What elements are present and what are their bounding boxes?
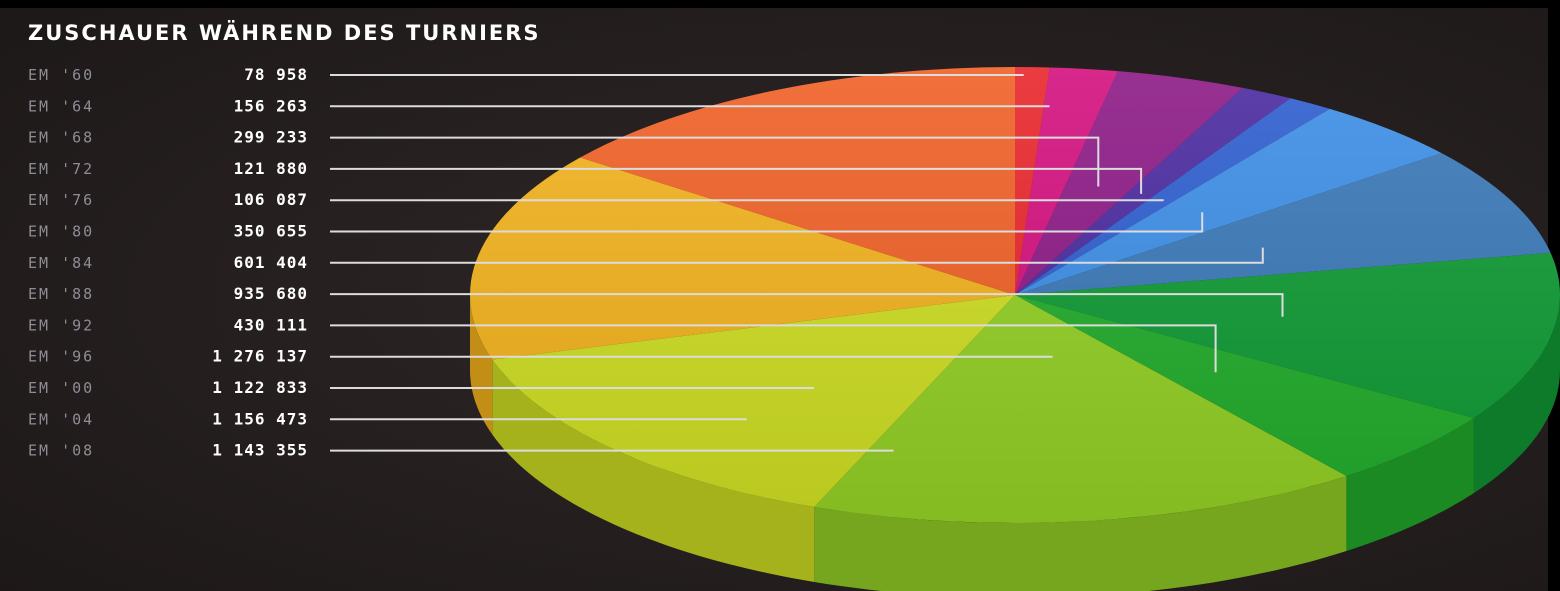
legend-label-4: EM '76 [28, 191, 94, 209]
legend-label-9: EM '96 [28, 348, 94, 366]
pie-side-10 [492, 359, 815, 582]
legend-label-12: EM '08 [28, 442, 94, 460]
legend-value-3: 121 880 [234, 159, 308, 178]
legend-value-8: 430 111 [234, 315, 308, 334]
legend-value-10: 1 122 833 [212, 378, 308, 397]
legend-value-1: 156 263 [234, 96, 308, 115]
legend-label-5: EM '80 [28, 223, 94, 241]
legend-label-2: EM '68 [28, 129, 94, 147]
leader-lines [330, 74, 1284, 452]
legend-value-4: 106 087 [234, 190, 308, 209]
legend-value-6: 601 404 [234, 253, 308, 272]
legend-label-1: EM '64 [28, 97, 94, 115]
pie-side-8 [1346, 418, 1474, 551]
chart-title: ZUSCHAUER WÄHREND DES TURNIERS [28, 20, 541, 45]
leader-line-8 [330, 324, 1217, 373]
legend-label-6: EM '84 [28, 254, 94, 272]
legend-value-7: 935 680 [234, 284, 308, 303]
leader-line-7 [330, 293, 1284, 317]
legend-value-9: 1 276 137 [212, 347, 308, 366]
pie-side-9 [814, 476, 1347, 591]
black-border-top [0, 0, 1560, 8]
leader-line-5 [330, 212, 1204, 233]
pie-side-7 [1473, 295, 1560, 493]
pie-side-11 [470, 295, 493, 435]
legend-label-11: EM '04 [28, 410, 94, 428]
legend-label-0: EM '60 [28, 66, 94, 84]
legend-label-10: EM '00 [28, 379, 94, 397]
legend-value-2: 299 233 [234, 128, 308, 147]
legend-label-3: EM '72 [28, 160, 94, 178]
legend-value-11: 1 156 473 [212, 409, 308, 428]
pie-side-walls [470, 295, 1560, 591]
legend-label-8: EM '92 [28, 316, 94, 334]
legend-value-0: 78 958 [244, 65, 308, 84]
legend: EM '60 78 958 EM '64 156 263 EM '68 299 233 EM… [28, 65, 308, 460]
legend-value-5: 350 655 [234, 222, 308, 241]
legend-label-7: EM '88 [28, 285, 94, 303]
leader-line-4 [330, 199, 1164, 202]
leader-line-3 [330, 167, 1143, 194]
legend-value-12: 1 143 355 [212, 441, 308, 460]
leader-line-6 [330, 247, 1264, 264]
leader-line-2 [330, 136, 1100, 187]
